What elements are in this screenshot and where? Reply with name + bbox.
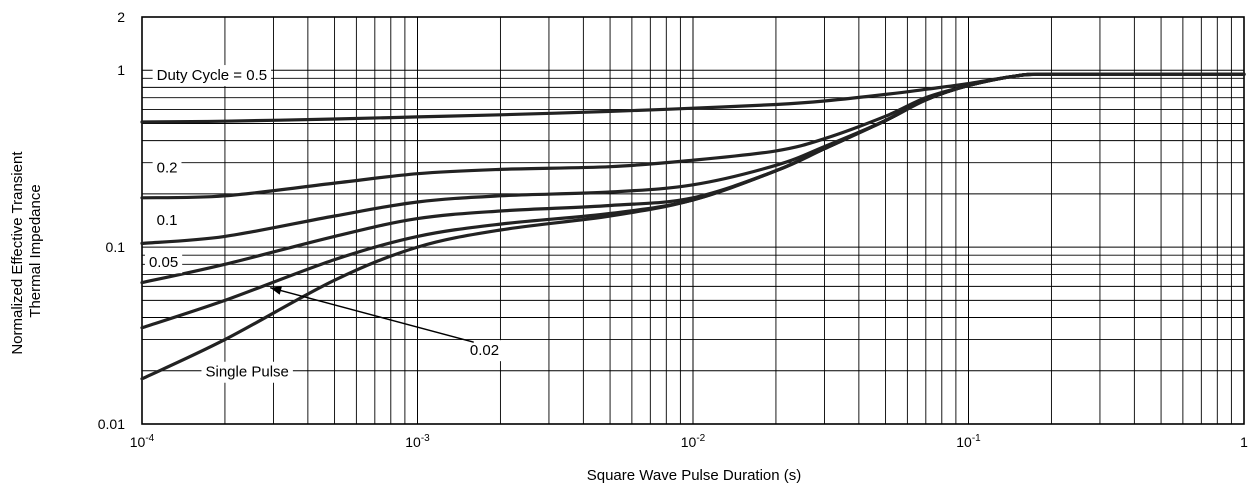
- series-label: 0.2: [157, 159, 178, 176]
- tick-labels: 10-4 10-3 10-2 10-1 1 2 1 0.1 0.01: [98, 9, 1248, 450]
- series-label: 0.05: [149, 254, 178, 271]
- series-label: 0.1: [157, 212, 178, 229]
- y-tick-label: 0.1: [106, 239, 126, 255]
- x-tick-label: 10-1: [956, 433, 981, 450]
- series-label-background: [201, 361, 293, 383]
- series-label: 0.02: [470, 342, 499, 359]
- y-axis-title: Normalized Effective Transient Thermal I…: [9, 147, 44, 354]
- series-label: Single Pulse: [205, 364, 288, 381]
- series-labels: Duty Cycle = 0.5 0.2 0.1 0.05 0.02 Single Pul…: [144, 65, 504, 383]
- y-axis-title-line-1: Normalized Effective Transient: [9, 151, 26, 355]
- series-label-background: [465, 340, 504, 362]
- leader-line: [270, 286, 474, 343]
- y-tick-label: 2: [117, 9, 125, 25]
- y-tick-label: 0.01: [98, 416, 125, 432]
- series-label-background: [152, 65, 272, 87]
- series-label-background: [152, 157, 182, 179]
- y-axis-title-line-2: Thermal Impedance: [27, 184, 44, 317]
- x-axis-title: Square Wave Pulse Duration (s): [587, 467, 802, 484]
- series-label: Duty Cycle = 0.5: [157, 67, 267, 84]
- plot-frame: [141, 16, 1245, 425]
- x-tick-label: 10-4: [130, 433, 155, 450]
- series-lines: [140, 72, 1246, 381]
- x-tick-label: 1: [1240, 434, 1248, 450]
- series-label-background: [144, 252, 183, 274]
- y-tick-label: 1: [117, 62, 125, 78]
- series-label-background: [152, 210, 182, 232]
- leader-arrowhead: [270, 286, 282, 295]
- x-tick-label: 10-2: [681, 433, 706, 450]
- x-tick-label: 10-3: [405, 433, 430, 450]
- series-line-single-pulse: [140, 72, 1246, 381]
